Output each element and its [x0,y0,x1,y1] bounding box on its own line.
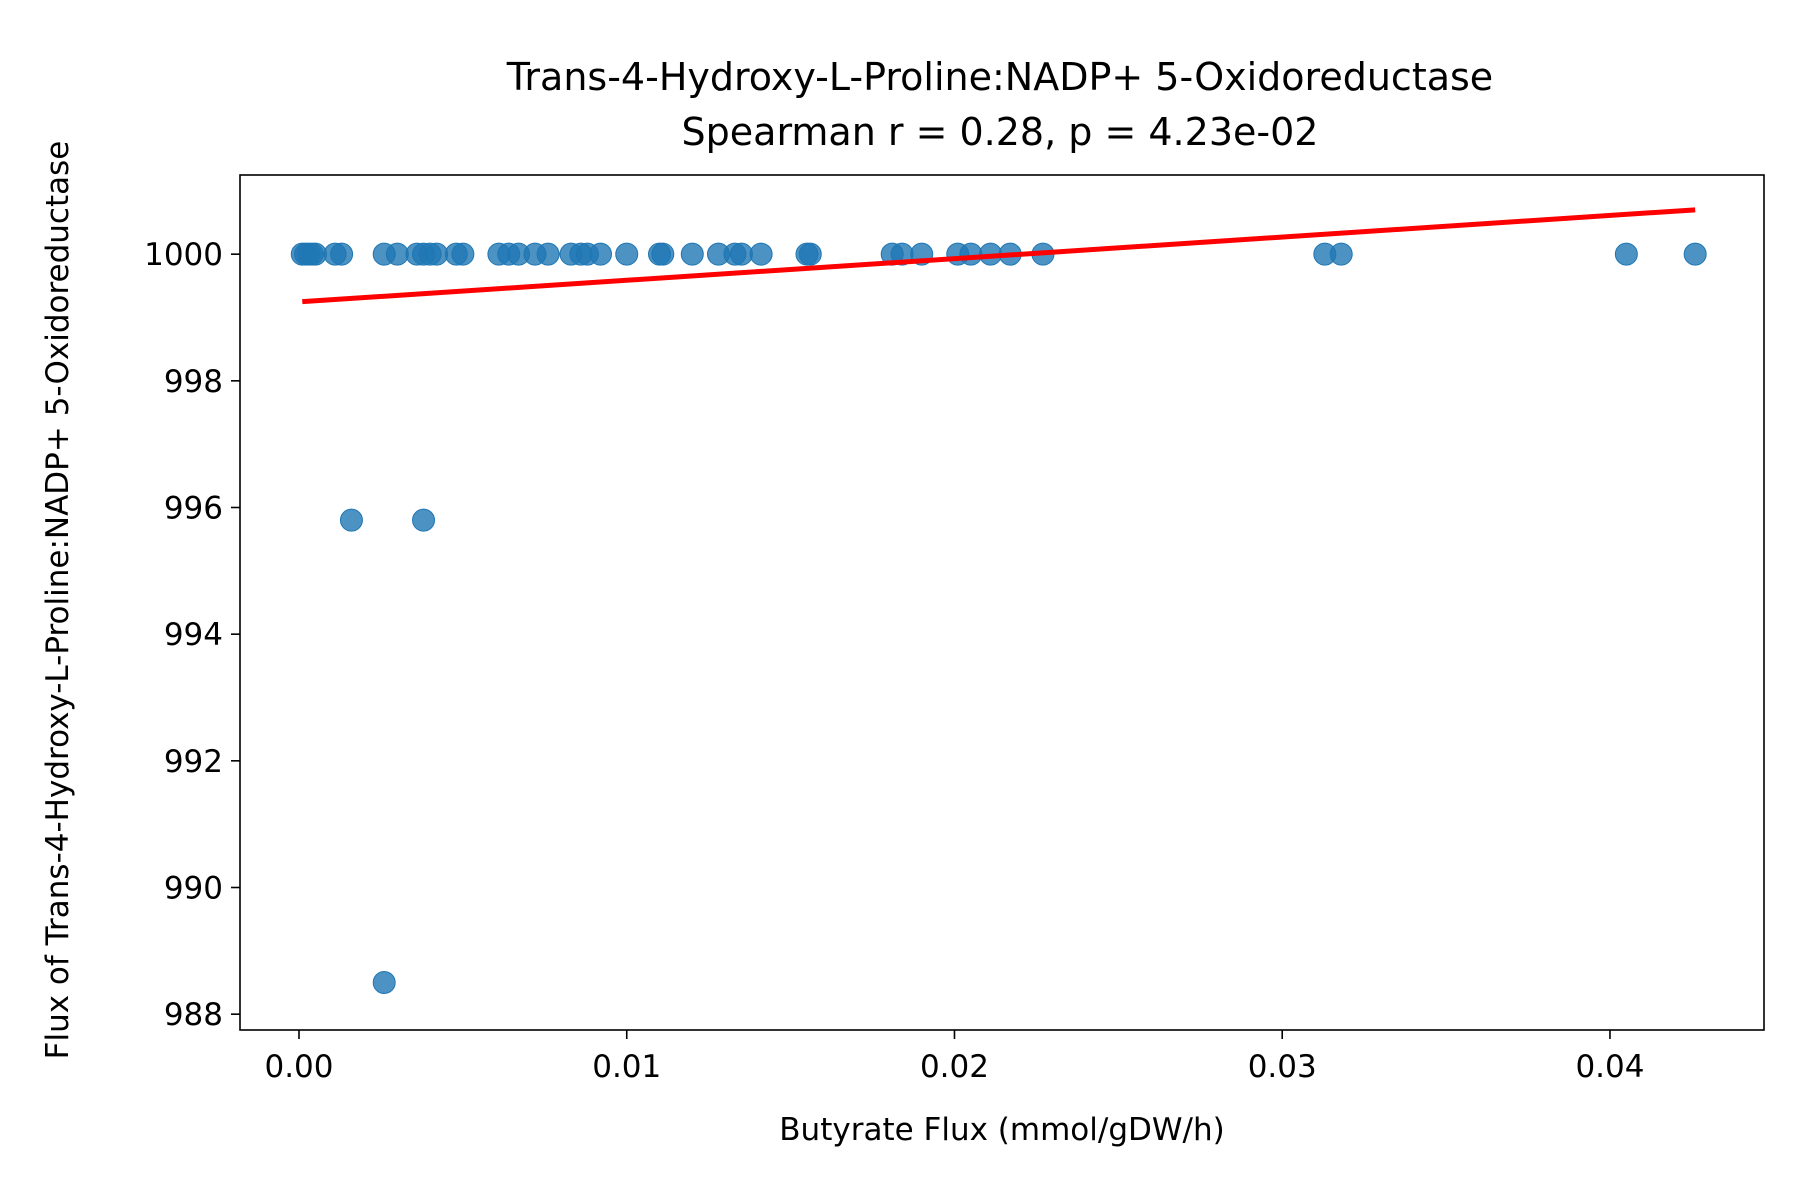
data-point [680,242,704,266]
y-tick-label: 1000 [144,237,223,273]
data-point [412,508,436,532]
data-point [385,242,409,266]
y-tick-label: 998 [164,364,223,400]
x-axis-label: Butyrate Flux (mmol/gDW/h) [779,1112,1224,1148]
x-tick-label: 0.00 [264,1049,333,1085]
data-point [425,242,449,266]
data-point [1614,242,1638,266]
data-point [372,971,396,994]
data-point [798,242,822,266]
data-point [749,242,773,266]
data-point [536,242,560,266]
x-tick-label: 0.04 [1575,1049,1644,1085]
regression-line [302,207,1696,305]
data-point [1329,242,1353,266]
data-point [729,242,753,266]
data-point [303,242,327,266]
data-point [451,242,475,266]
y-tick-label: 992 [164,744,223,780]
plot-marks [290,207,1707,994]
data-point [615,242,639,266]
data-point [651,242,675,266]
data-point [330,242,354,266]
x-tick-label: 0.01 [592,1049,661,1085]
x-tick-label: 0.03 [1248,1049,1317,1085]
data-point [959,242,983,266]
y-axis-label: Flux of Trans-4-Hydroxy-L-Proline:NADP+ … [40,141,76,1060]
y-tick-label: 988 [164,997,223,1033]
data-point [339,508,363,532]
data-point [1683,242,1707,266]
axis-ticks: 0.00 0.01 0.02 0.03 0.04 988 990 992 994 996 998 10… [144,237,1644,1085]
data-point [589,242,613,266]
y-tick-label: 994 [164,617,223,653]
chart-title: Trans-4-Hydroxy-L-Proline:NADP+ 5-Oxidor… [506,55,1493,99]
y-tick-label: 990 [164,871,223,907]
axes-frame [239,174,1765,1031]
x-tick-label: 0.02 [920,1049,989,1085]
y-tick-label: 996 [164,491,223,527]
chart-subtitle: Spearman r = 0.28, p = 4.23e-02 [682,110,1319,154]
